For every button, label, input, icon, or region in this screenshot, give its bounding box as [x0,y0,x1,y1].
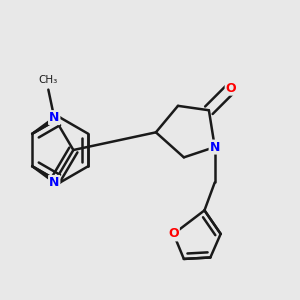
Text: O: O [168,227,179,240]
Text: O: O [226,82,236,95]
Text: N: N [49,111,59,124]
Text: CH₃: CH₃ [39,75,58,85]
Text: N: N [210,141,220,154]
Text: N: N [49,176,59,189]
